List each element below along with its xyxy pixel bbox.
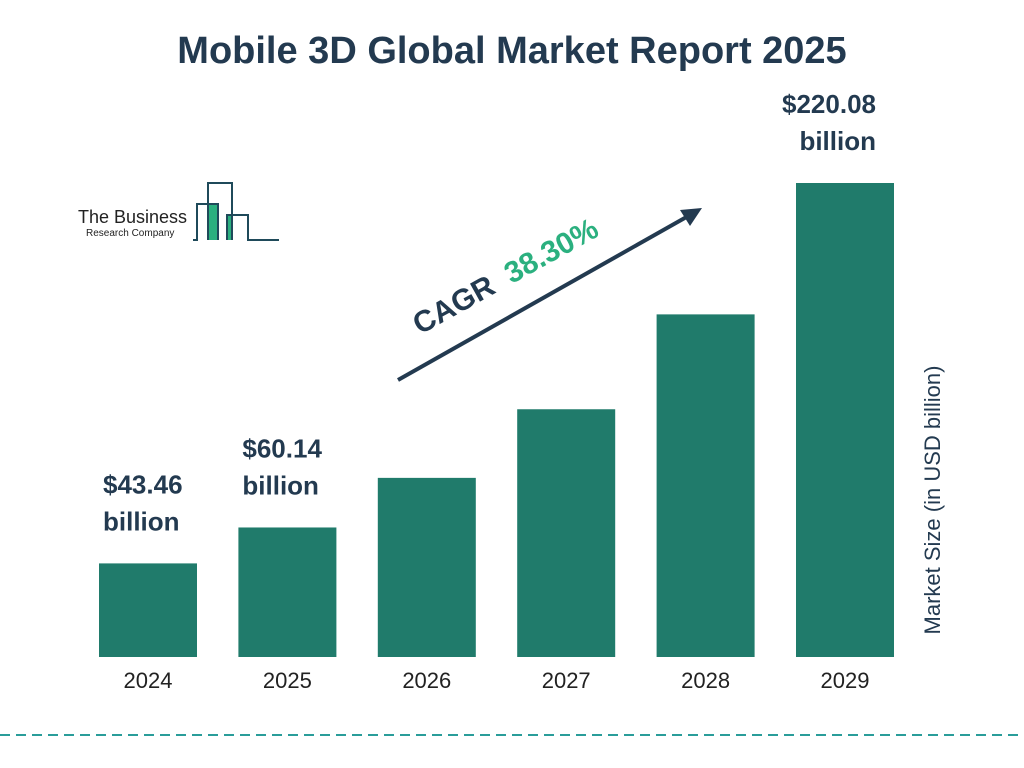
chart-title: Mobile 3D Global Market Report 2025	[177, 30, 847, 72]
logo: The Business Research Company	[78, 182, 279, 241]
data-label-unit: billion	[799, 126, 876, 156]
bar-2028	[656, 314, 755, 657]
x-tick-label: 2024	[124, 668, 173, 693]
bar-2024	[99, 563, 197, 657]
data-label: $60.14	[242, 433, 322, 463]
bar-2026	[377, 477, 476, 657]
svg-text:CAGR 38.30%: CAGR 38.30%	[407, 212, 604, 341]
data-label: $220.08	[782, 89, 876, 119]
data-label-unit: billion	[242, 470, 319, 500]
cagr-annotation: CAGR 38.30%	[397, 208, 702, 382]
bar-2029	[796, 183, 894, 657]
logo-line2: Research Company	[86, 228, 174, 239]
cagr-value: 38.30%	[499, 212, 604, 290]
x-tick-label: 2026	[402, 668, 451, 693]
bar-2027	[517, 409, 616, 657]
x-tick-label: 2025	[263, 668, 312, 693]
bar-2025	[238, 527, 337, 657]
data-label: $43.46	[103, 469, 183, 499]
arrow-head-icon	[680, 208, 702, 226]
logo-line1: The Business	[78, 207, 187, 227]
x-tick-label: 2028	[681, 668, 730, 693]
x-tick-label: 2027	[542, 668, 591, 693]
x-tick-label: 2029	[821, 668, 870, 693]
y-axis-label: Market Size (in USD billion)	[920, 366, 945, 635]
data-label-unit: billion	[103, 506, 180, 536]
